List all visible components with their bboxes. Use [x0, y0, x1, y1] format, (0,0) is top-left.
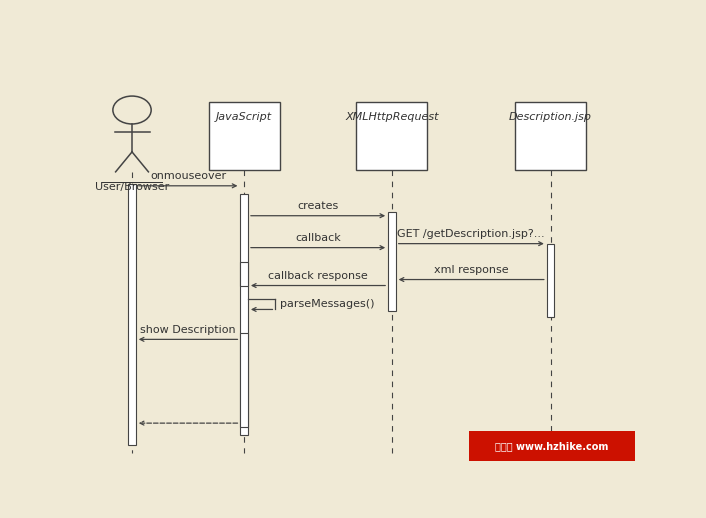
Bar [128, 184, 136, 445]
Text: GET /getDescription.jsp?...: GET /getDescription.jsp?... [397, 229, 545, 239]
Bar [357, 102, 428, 170]
Text: callback response: callback response [268, 271, 368, 281]
Text: 智可网 www.hzhike.com: 智可网 www.hzhike.com [496, 441, 609, 451]
Bar [546, 243, 554, 318]
Bar [388, 212, 396, 311]
Text: callback: callback [295, 233, 341, 243]
Bar [240, 262, 248, 285]
Text: onmouseover: onmouseover [150, 171, 226, 181]
Text: parseMessages(): parseMessages() [280, 299, 374, 309]
Bar [469, 431, 635, 461]
Text: creates: creates [297, 201, 339, 211]
Text: XMLHttpRequest: XMLHttpRequest [345, 112, 438, 122]
Text: Description.jsp: Description.jsp [509, 112, 592, 122]
Bar [240, 194, 248, 435]
Bar [240, 334, 248, 427]
Bar [515, 102, 586, 170]
Text: User/Browser: User/Browser [95, 182, 169, 192]
Bar [209, 102, 280, 170]
Text: xml response: xml response [434, 265, 508, 275]
Text: show Description: show Description [140, 325, 236, 335]
Text: JavaScript: JavaScript [216, 112, 273, 122]
